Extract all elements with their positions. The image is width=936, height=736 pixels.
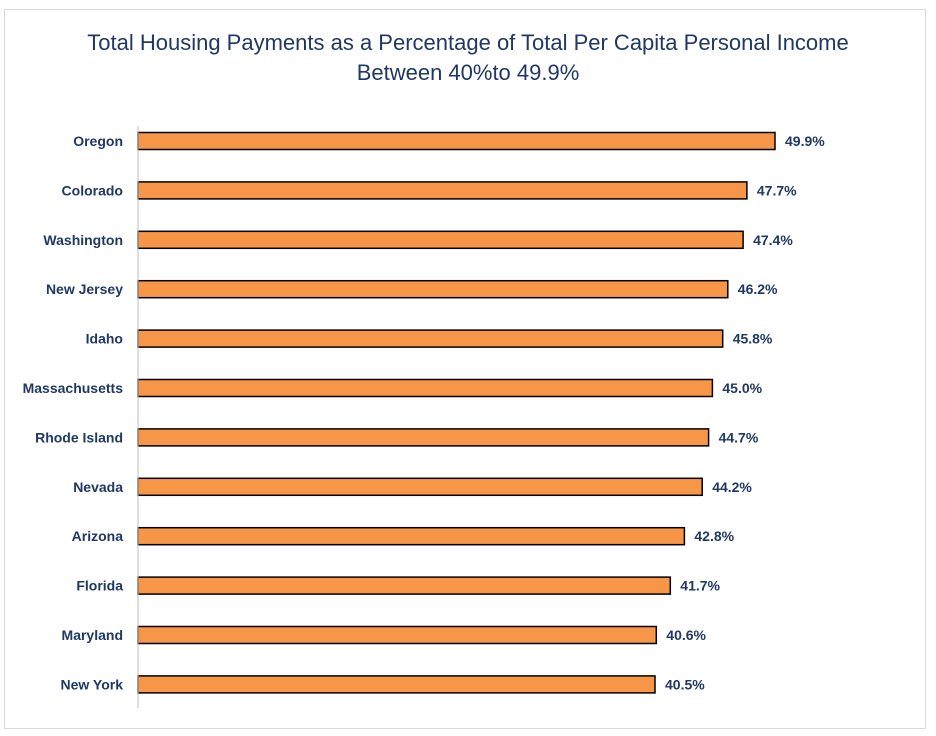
category-label-rhode-island: Rhode Island bbox=[35, 429, 123, 445]
category-label-arizona: Arizona bbox=[72, 528, 124, 544]
value-label-new-jersey: 46.2% bbox=[738, 281, 778, 297]
chart-title: Total Housing Payments as a Percentage o… bbox=[87, 30, 861, 85]
value-label-oregon: 49.9% bbox=[785, 133, 825, 149]
category-label-florida: Florida bbox=[76, 578, 123, 594]
bar-florida bbox=[137, 576, 672, 595]
value-label-rhode-island: 44.7% bbox=[719, 429, 759, 445]
value-label-florida: 41.7% bbox=[680, 578, 720, 594]
value-label-washington: 47.4% bbox=[753, 232, 793, 248]
category-label-new-york: New York bbox=[60, 676, 123, 692]
value-label-idaho: 45.8% bbox=[733, 331, 773, 347]
category-label-idaho: Idaho bbox=[86, 331, 123, 347]
bar-idaho bbox=[137, 329, 724, 348]
value-labels: 49.9% 47.7% 47.4% 46.2% 45.8% 45.0% 44.7% 44.2%… bbox=[665, 133, 825, 692]
bar-nevada bbox=[137, 477, 703, 497]
value-label-colorado: 47.7% bbox=[757, 182, 797, 198]
category-labels: Oregon Colorado Washington New Jersey Idaho M… bbox=[23, 133, 124, 692]
category-label-washington: Washington bbox=[43, 232, 123, 248]
category-label-oregon: Oregon bbox=[73, 133, 123, 149]
bar-oregon bbox=[137, 131, 776, 151]
bar-arizona bbox=[137, 526, 686, 546]
bar-new-jersey bbox=[137, 279, 729, 299]
bar-colorado bbox=[137, 181, 748, 200]
value-label-massachusetts: 45.0% bbox=[722, 380, 762, 396]
chart-frame bbox=[4, 9, 926, 729]
category-label-new-jersey: New Jersey bbox=[46, 281, 123, 297]
category-label-colorado: Colorado bbox=[62, 182, 123, 198]
value-label-nevada: 44.2% bbox=[712, 479, 752, 495]
bar-group bbox=[137, 131, 776, 694]
bar-new-york bbox=[137, 675, 656, 694]
bar-massachusetts bbox=[137, 378, 714, 398]
bar-washington bbox=[137, 230, 744, 250]
value-label-maryland: 40.6% bbox=[666, 627, 706, 643]
value-label-arizona: 42.8% bbox=[694, 528, 734, 544]
category-label-nevada: Nevada bbox=[73, 479, 123, 495]
value-label-new-york: 40.5% bbox=[665, 676, 705, 692]
bar-maryland bbox=[137, 625, 658, 645]
category-label-massachusetts: Massachusetts bbox=[23, 380, 124, 396]
bar-rhode-island bbox=[137, 428, 710, 447]
category-label-maryland: Maryland bbox=[62, 627, 123, 643]
